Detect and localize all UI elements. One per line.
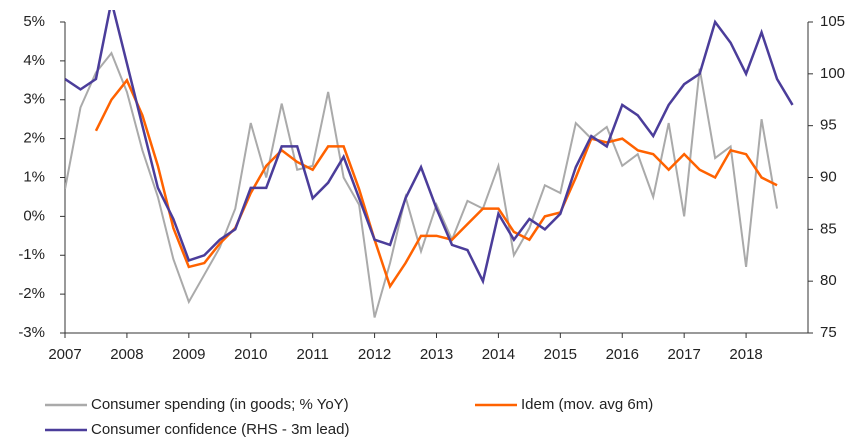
x-tick-label: 2018	[729, 346, 762, 363]
x-tick-label: 2017	[667, 346, 700, 363]
y2-tick-label: 105	[820, 13, 845, 30]
y-tick-label: 3%	[23, 91, 45, 108]
y2-tick-label: 85	[820, 220, 837, 237]
x-tick-label: 2007	[48, 346, 81, 363]
y-tick-label: 5%	[23, 13, 45, 30]
x-tick-label: 2010	[234, 346, 267, 363]
x-tick-label: 2008	[110, 346, 143, 363]
y-tick-label: 0%	[23, 207, 45, 224]
y-tick-label: 4%	[23, 52, 45, 69]
y-tick-label: 2%	[23, 130, 45, 147]
x-tick-label: 2013	[420, 346, 453, 363]
y-tick-label: -2%	[18, 285, 45, 302]
y-tick-label: -1%	[18, 246, 45, 263]
x-tick-label: 2016	[606, 346, 639, 363]
y2-tick-label: 80	[820, 272, 837, 289]
y-tick-label: -3%	[18, 324, 45, 341]
x-tick-label: 2015	[544, 346, 577, 363]
series-line	[65, 10, 794, 285]
x-tick-label: 2011	[297, 346, 329, 363]
legend-label: Consumer confidence (RHS - 3m lead)	[91, 421, 349, 438]
series-line	[65, 51, 779, 318]
x-tick-label: 2009	[172, 346, 205, 363]
x-tick-label: 2014	[482, 346, 515, 363]
y2-tick-label: 100	[820, 65, 845, 82]
series-line	[94, 77, 778, 290]
y2-tick-label: 90	[820, 168, 837, 185]
y-tick-label: 1%	[23, 168, 45, 185]
legend-label: Idem (mov. avg 6m)	[521, 396, 653, 413]
x-tick-label: 2012	[358, 346, 391, 363]
y2-tick-label: 75	[820, 324, 837, 341]
y2-tick-label: 95	[820, 117, 837, 134]
legend-label: Consumer spending (in goods; % YoY)	[91, 396, 349, 413]
